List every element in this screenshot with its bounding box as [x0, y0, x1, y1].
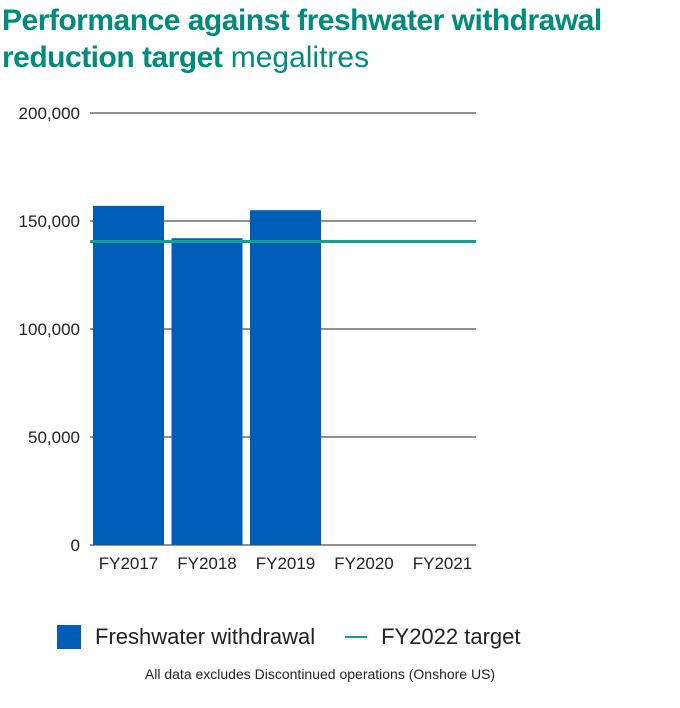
title-main-line1: Performance against freshwater withdrawa… [2, 4, 602, 37]
chart-title: Performance against freshwater withdrawa… [2, 2, 678, 76]
y-tick-label: 150,000 [19, 212, 80, 231]
bar-fy2018 [171, 238, 243, 545]
x-tick-label: FY2021 [413, 554, 473, 573]
footnote: All data excludes Discontinued operation… [144, 666, 496, 682]
legend-line-swatch [345, 636, 368, 638]
legend-line-label: FY2022 target [381, 624, 521, 649]
y-tick-label: 50,000 [28, 428, 80, 447]
x-tick-label: FY2018 [177, 554, 237, 573]
x-axis-ticks: FY2017 FY2018 FY2019 FY2020 FY2021 [99, 554, 473, 573]
legend-bar-swatch [57, 625, 81, 649]
bar-fy2017 [93, 205, 164, 545]
y-tick-label: 200,000 [19, 104, 80, 123]
x-tick-label: FY2019 [256, 554, 316, 573]
title-main-line2: reduction target [2, 41, 223, 74]
y-tick-label: 0 [71, 536, 80, 555]
bar-fy2019 [250, 210, 321, 545]
bars [93, 205, 321, 545]
x-tick-label: FY2017 [99, 554, 159, 573]
y-tick-label: 100,000 [19, 320, 80, 339]
x-tick-label: FY2020 [334, 554, 394, 573]
legend: Freshwater withdrawal FY2022 target [57, 622, 521, 652]
title-unit: megalitres [230, 41, 370, 74]
legend-bar-label: Freshwater withdrawal [95, 624, 316, 649]
y-axis-ticks: 0 50,000 100,000 150,000 200,000 [19, 104, 80, 555]
